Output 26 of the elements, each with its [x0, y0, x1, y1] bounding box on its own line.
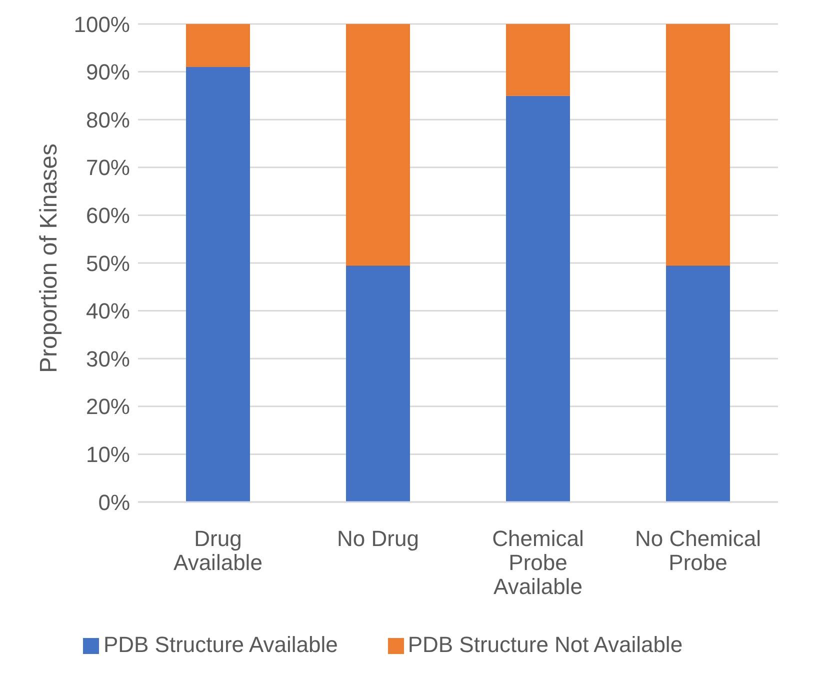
y-tick-label: 10%	[86, 442, 130, 468]
bar	[186, 24, 250, 68]
x-tick-label: Chemical Probe Available	[492, 526, 584, 599]
y-tick-label: 30%	[86, 346, 130, 372]
y-tick-label: 80%	[86, 107, 130, 132]
bar	[346, 265, 410, 502]
x-tick-label: No Chemical Probe	[635, 526, 761, 575]
bar	[506, 24, 570, 96]
y-tick-label: 40%	[86, 298, 130, 324]
y-tick-label: 60%	[86, 203, 130, 228]
y-axis-title: Proportion of Kinases	[36, 144, 63, 373]
bar	[666, 24, 730, 266]
y-tick-label: 70%	[86, 155, 130, 180]
y-tick-label: 20%	[86, 394, 130, 420]
x-tick-label: Drug Available	[174, 526, 262, 575]
x-tick-label: No Drug	[337, 526, 419, 551]
bar	[666, 265, 730, 502]
y-tick-label: 0%	[98, 490, 130, 515]
bar	[346, 24, 410, 266]
legend-label: PDB Structure Available	[103, 632, 338, 657]
bar	[506, 96, 570, 502]
y-tick-label: 90%	[86, 60, 130, 85]
bar	[186, 67, 250, 502]
y-tick-label: 100%	[74, 12, 130, 37]
legend-label: PDB Structure Not Available	[408, 632, 683, 657]
y-tick-label: 50%	[86, 250, 130, 276]
